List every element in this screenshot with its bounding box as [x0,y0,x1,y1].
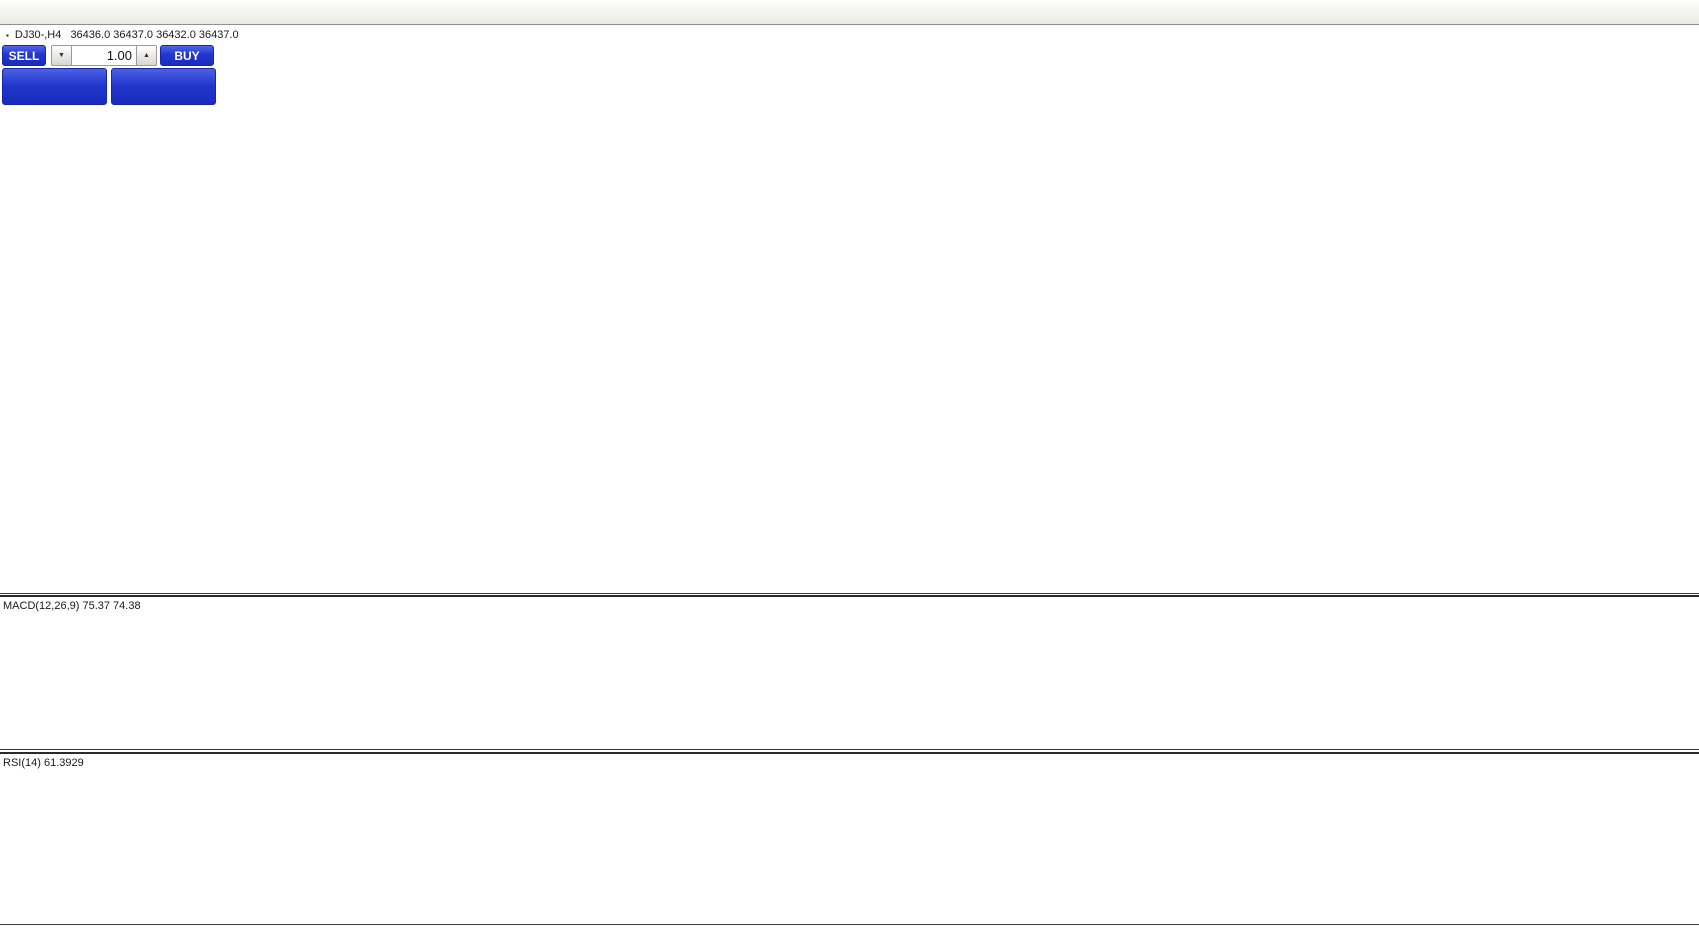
volume-increase-button[interactable]: ▲ [136,45,157,66]
chart-ohlc-values: 36436.0 36437.0 36432.0 36437.0 [70,29,239,41]
sell-button[interactable]: SELL [2,45,46,66]
time-axis[interactable] [0,925,1699,942]
one-click-trading-panel: SELL ▼ ▲ BUY [2,45,216,105]
symbol-marker-icon: ▪ [6,31,9,40]
volume-decrease-button[interactable]: ▼ [51,45,72,66]
main-chart-canvas[interactable] [0,27,1699,593]
buy-button[interactable]: BUY [160,45,214,66]
macd-indicator-label: MACD(12,26,9) 75.37 74.38 [3,600,141,612]
chart-symbol-period: DJ30-,H4 [14,29,62,41]
rsi-panel-canvas[interactable] [0,754,1699,924]
macd-panel-canvas[interactable] [0,597,1699,749]
panel-separator[interactable] [0,749,1699,754]
volume-input[interactable] [72,45,136,66]
panel-separator[interactable] [0,593,1699,597]
rsi-indicator-label: RSI(14) 61.3929 [3,757,84,769]
chart-title: ▪ DJ30-,H4 36436.0 36437.0 36432.0 36437… [6,29,239,41]
buy-price-display[interactable] [111,68,216,105]
toolbar [0,0,1699,25]
sell-price-display[interactable] [2,68,107,105]
